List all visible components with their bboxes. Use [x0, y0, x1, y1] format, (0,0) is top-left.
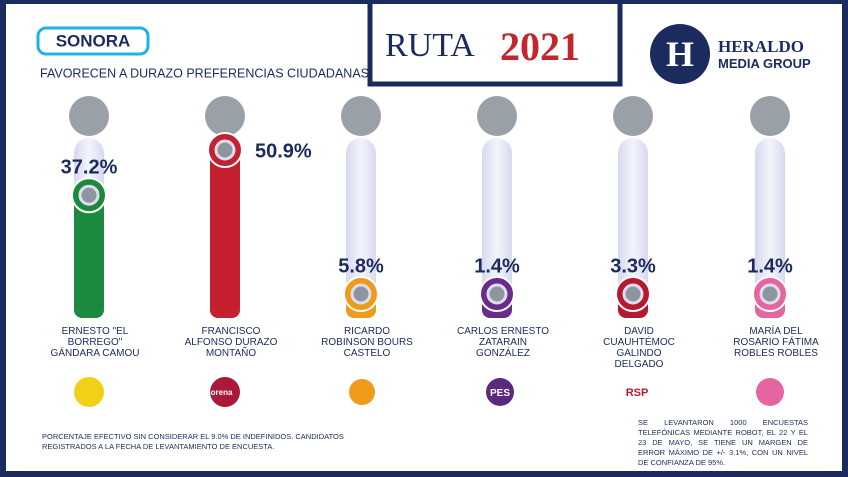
tube	[755, 138, 785, 318]
value-label: 5.8%	[338, 255, 384, 277]
party-logo	[486, 378, 514, 406]
photo	[750, 96, 790, 136]
photo	[613, 96, 653, 136]
value-label: 1.4%	[747, 255, 793, 277]
tube	[482, 138, 512, 318]
party-text: morena	[204, 388, 233, 397]
value-label: 50.9%	[255, 140, 312, 162]
footnote-left: PORCENTAJE EFECTIVO SIN CONSIDERAR EL 9.…	[42, 432, 344, 451]
region: SONORA	[56, 31, 131, 50]
bar	[74, 195, 104, 318]
party-logo	[349, 379, 375, 405]
photo	[69, 96, 109, 136]
tube	[346, 138, 376, 318]
marker-inner	[759, 283, 781, 305]
chart: SONORA FAVORECEN A DURAZO PREFERENCIAS C…	[36, 4, 811, 407]
logo-box	[367, 4, 623, 87]
logo-text: RUTA	[385, 27, 475, 64]
party-logo	[74, 377, 104, 407]
value-label: 3.3%	[610, 255, 656, 277]
candidate-name: DAVID CUAUHTÉMOC GALINDO DELGADO	[603, 326, 675, 370]
candidate-name: RICARDO ROBINSON BOURS CASTELO	[321, 326, 413, 359]
photo	[477, 96, 517, 136]
candidate-name: CARLOS ERNESTO ZATARAIN GONZÁLEZ	[456, 326, 550, 359]
value-label: 1.4%	[474, 255, 520, 277]
candidate-name: FRANCISCO ALFONSO DURAZO MONTAÑO	[184, 326, 278, 359]
candidate-name: ERNESTO "EL BORREGO" GÁNDARA CAMOU	[50, 326, 140, 359]
candidate-name: MARÍA DEL ROSARIO FÁTIMA ROBLES ROBLES	[733, 326, 819, 359]
photo	[205, 96, 245, 136]
tube	[618, 138, 648, 318]
bar	[210, 150, 240, 318]
brand: HERALDO	[718, 37, 804, 56]
party-logo	[210, 377, 240, 407]
brand-sub: MEDIA GROUP	[718, 56, 811, 71]
photo	[341, 96, 381, 136]
marker-inner	[78, 184, 100, 206]
footnote-right: SE LEVANTARON 1000 ENCUESTAS TELEFÓNICAS…	[638, 418, 808, 467]
party-text: RSP	[626, 387, 649, 399]
region-box	[36, 26, 150, 56]
marker-inner	[350, 283, 372, 305]
brand-icon	[650, 24, 710, 84]
marker-inner	[486, 283, 508, 305]
logo-year: 2021	[500, 24, 580, 69]
party-text: PES	[490, 388, 510, 399]
subtitle: FAVORECEN A DURAZO PREFERENCIAS CIUDADAN…	[40, 66, 369, 80]
marker-inner	[214, 139, 236, 161]
value-label: 37.2%	[61, 156, 118, 178]
brand-icon-letter: H	[666, 34, 694, 74]
party-logo	[756, 378, 784, 406]
marker-inner	[622, 283, 644, 305]
